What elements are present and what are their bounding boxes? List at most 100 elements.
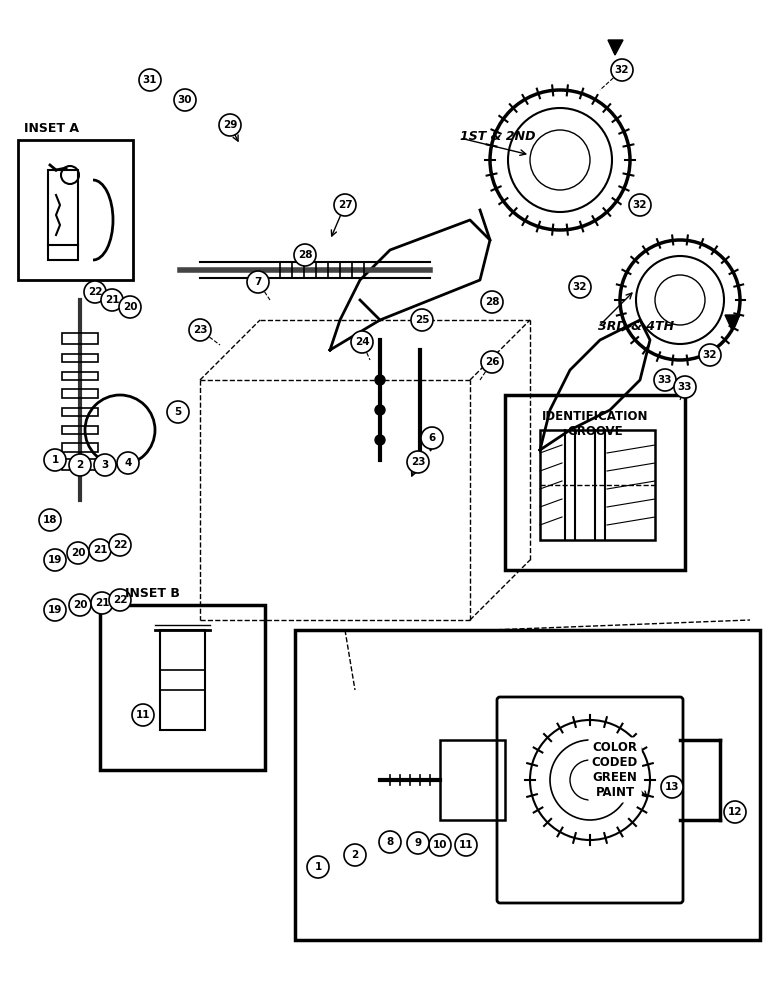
Circle shape	[455, 834, 477, 856]
Text: 1: 1	[52, 455, 59, 465]
Text: 1: 1	[314, 862, 322, 872]
Bar	[440, 740, 505, 820]
Text: 7: 7	[254, 277, 262, 287]
Circle shape	[724, 801, 746, 823]
Text: 32: 32	[633, 200, 647, 210]
Circle shape	[117, 452, 139, 474]
Text: 28: 28	[485, 297, 499, 307]
Text: 28: 28	[298, 250, 312, 260]
Circle shape	[139, 69, 161, 91]
Circle shape	[94, 454, 116, 476]
Text: 21: 21	[105, 295, 119, 305]
Text: 20: 20	[73, 600, 87, 610]
Circle shape	[69, 594, 91, 616]
Text: 31: 31	[143, 75, 157, 85]
Circle shape	[661, 776, 683, 798]
Circle shape	[344, 844, 366, 866]
Text: 11: 11	[459, 840, 473, 850]
Text: 19: 19	[48, 555, 63, 565]
Bar	[100, 605, 265, 770]
Text: 29: 29	[223, 120, 237, 130]
Text: 19: 19	[48, 605, 63, 615]
Circle shape	[407, 832, 429, 854]
Circle shape	[69, 454, 91, 476]
Circle shape	[44, 549, 66, 571]
Circle shape	[674, 376, 696, 398]
Circle shape	[375, 435, 385, 445]
Text: 18: 18	[42, 515, 57, 525]
Circle shape	[481, 351, 503, 373]
Text: 22: 22	[113, 540, 127, 550]
Circle shape	[481, 291, 503, 313]
Circle shape	[611, 59, 633, 81]
Bar	[540, 430, 655, 540]
Text: 32: 32	[703, 350, 717, 360]
Text: 21: 21	[93, 545, 107, 555]
Text: 33: 33	[658, 375, 672, 385]
Circle shape	[119, 296, 141, 318]
Circle shape	[67, 542, 89, 564]
Text: 33: 33	[678, 382, 692, 392]
Text: 5: 5	[174, 407, 181, 417]
Circle shape	[379, 831, 401, 853]
Text: 4: 4	[124, 458, 132, 468]
Text: INSET B: INSET B	[125, 587, 180, 600]
Text: 22: 22	[88, 287, 102, 297]
Text: 23: 23	[411, 457, 425, 467]
Circle shape	[411, 309, 433, 331]
Bar	[505, 395, 685, 570]
Bar	[18, 140, 133, 280]
Circle shape	[699, 344, 721, 366]
Circle shape	[629, 194, 651, 216]
Bar	[62, 443, 98, 452]
Text: 1ST & 2ND: 1ST & 2ND	[460, 130, 536, 143]
Bar	[62, 459, 98, 470]
Text: 3: 3	[101, 460, 109, 470]
Circle shape	[334, 194, 356, 216]
Text: 25: 25	[415, 315, 429, 325]
Circle shape	[654, 369, 676, 391]
Circle shape	[189, 319, 211, 341]
Bar	[62, 354, 98, 362]
Circle shape	[375, 405, 385, 415]
Bar	[62, 426, 98, 434]
Circle shape	[132, 704, 154, 726]
Circle shape	[44, 449, 66, 471]
Circle shape	[91, 592, 113, 614]
Text: 2: 2	[351, 850, 359, 860]
Bar	[62, 389, 98, 398]
Circle shape	[101, 289, 123, 311]
Bar	[48, 170, 78, 260]
Text: 3RD & 4TH: 3RD & 4TH	[598, 320, 674, 333]
Bar	[62, 333, 98, 344]
Circle shape	[569, 276, 591, 298]
Text: 26: 26	[485, 357, 499, 367]
Polygon shape	[725, 315, 740, 330]
Circle shape	[351, 331, 373, 353]
Text: 8: 8	[386, 837, 394, 847]
Circle shape	[219, 114, 241, 136]
Circle shape	[39, 509, 61, 531]
Circle shape	[375, 375, 385, 385]
Text: 32: 32	[615, 65, 629, 75]
Text: 32: 32	[573, 282, 587, 292]
Text: 20: 20	[71, 548, 85, 558]
Text: 10: 10	[433, 840, 447, 850]
Circle shape	[167, 401, 189, 423]
Bar	[160, 630, 205, 730]
Circle shape	[109, 589, 131, 611]
Text: 6: 6	[428, 433, 435, 443]
Text: INSET A: INSET A	[24, 122, 79, 135]
Circle shape	[174, 89, 196, 111]
Circle shape	[44, 599, 66, 621]
Text: 20: 20	[123, 302, 137, 312]
Circle shape	[294, 244, 316, 266]
Polygon shape	[608, 40, 623, 55]
Text: 11: 11	[136, 710, 151, 720]
Circle shape	[84, 281, 106, 303]
Bar	[62, 372, 98, 380]
Text: 23: 23	[193, 325, 207, 335]
Bar	[295, 630, 760, 940]
Text: COLOR
CODED
GREEN
PAINT: COLOR CODED GREEN PAINT	[592, 741, 638, 799]
Text: 27: 27	[337, 200, 352, 210]
